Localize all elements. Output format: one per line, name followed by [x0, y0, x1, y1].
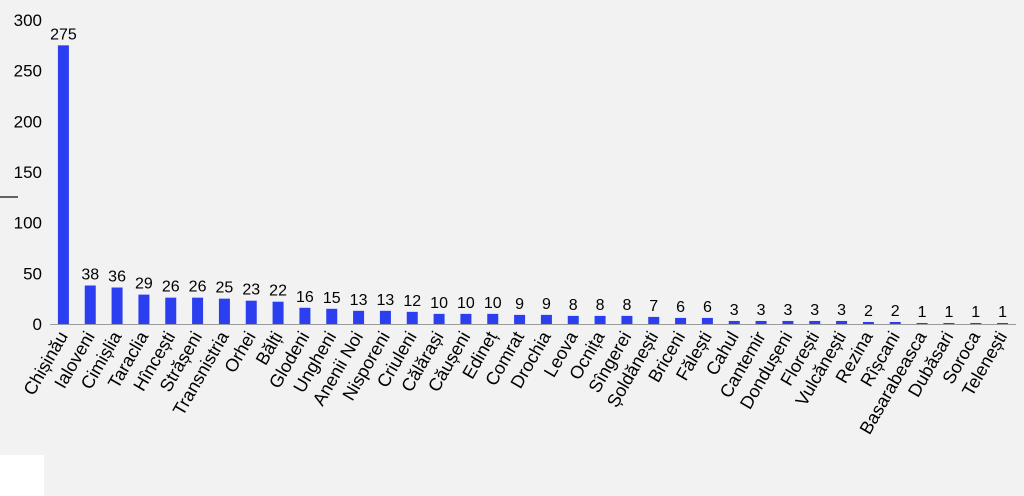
data-label: 1	[971, 304, 980, 321]
bar	[138, 294, 150, 324]
data-label: 13	[377, 292, 395, 309]
bar	[675, 317, 687, 324]
data-label: 13	[350, 292, 368, 309]
bar	[621, 315, 633, 324]
data-label: 3	[757, 302, 766, 319]
data-label: 29	[135, 276, 153, 293]
data-label: 23	[242, 282, 260, 299]
bar	[755, 320, 767, 324]
bar	[997, 322, 1009, 324]
bar	[326, 308, 338, 324]
bar	[862, 321, 874, 324]
bar	[540, 314, 552, 324]
bar	[970, 322, 982, 324]
y-tick-label: 250	[14, 62, 42, 81]
data-label: 3	[783, 302, 792, 319]
corner-patch	[0, 455, 44, 496]
data-label: 15	[323, 290, 341, 307]
data-label: 1	[918, 304, 927, 321]
data-label: 12	[403, 293, 421, 310]
data-label: 9	[542, 296, 551, 313]
data-label: 3	[730, 302, 739, 319]
y-tick-label: 150	[14, 163, 42, 182]
bar	[299, 307, 311, 324]
bars	[57, 45, 1009, 324]
bar	[809, 320, 821, 324]
bar	[245, 300, 257, 324]
bar	[406, 311, 418, 324]
data-label: 10	[430, 295, 448, 312]
bar	[192, 297, 204, 324]
y-axis: 0 50 100 150 200 250 300	[0, 11, 42, 334]
bar	[433, 313, 445, 324]
data-label: 2	[864, 303, 873, 320]
data-label: 7	[649, 298, 658, 315]
bar	[84, 285, 96, 324]
data-label: 8	[569, 297, 578, 314]
data-label: 26	[189, 279, 207, 296]
bar	[272, 301, 284, 324]
category-labels: ChișinăuIaloveniCimișliaTaracliaHîncești…	[20, 327, 1012, 438]
data-label: 8	[596, 297, 605, 314]
bar	[218, 298, 230, 324]
y-tick-label: 100	[14, 214, 42, 233]
bar	[648, 316, 660, 324]
bar	[379, 310, 391, 324]
data-label: 25	[216, 280, 234, 297]
data-label: 38	[81, 266, 99, 283]
data-label: 16	[296, 289, 314, 306]
bar	[594, 315, 606, 324]
data-label: 1	[944, 304, 953, 321]
data-label: 26	[162, 279, 180, 296]
data-label: 22	[269, 283, 287, 300]
bar	[836, 320, 848, 324]
bar	[111, 287, 123, 324]
bar	[487, 313, 499, 324]
data-label: 3	[837, 302, 846, 319]
bar	[782, 320, 794, 324]
bar	[353, 310, 365, 324]
bar	[889, 321, 901, 324]
data-label: 6	[703, 299, 712, 316]
data-label: 10	[457, 295, 475, 312]
y-tick-label: 50	[23, 264, 42, 283]
bar	[943, 322, 955, 324]
data-label: 36	[108, 269, 126, 286]
y-tick-label: 300	[14, 11, 42, 30]
data-label: 2	[891, 303, 900, 320]
bar	[514, 314, 526, 324]
y-tick-label: 0	[33, 315, 42, 334]
data-label: 10	[484, 295, 502, 312]
data-label: 9	[515, 296, 524, 313]
data-label: 275	[50, 26, 77, 43]
bar	[728, 320, 740, 324]
bar	[701, 317, 713, 324]
data-label: 3	[810, 302, 819, 319]
y-tick-label: 200	[14, 112, 42, 131]
bar	[916, 322, 928, 324]
bar	[567, 315, 579, 324]
data-label: 1	[998, 304, 1007, 321]
data-label: 6	[676, 299, 685, 316]
bar	[460, 313, 472, 324]
bar	[57, 45, 69, 324]
data-label: 8	[622, 297, 631, 314]
bar	[165, 297, 177, 324]
